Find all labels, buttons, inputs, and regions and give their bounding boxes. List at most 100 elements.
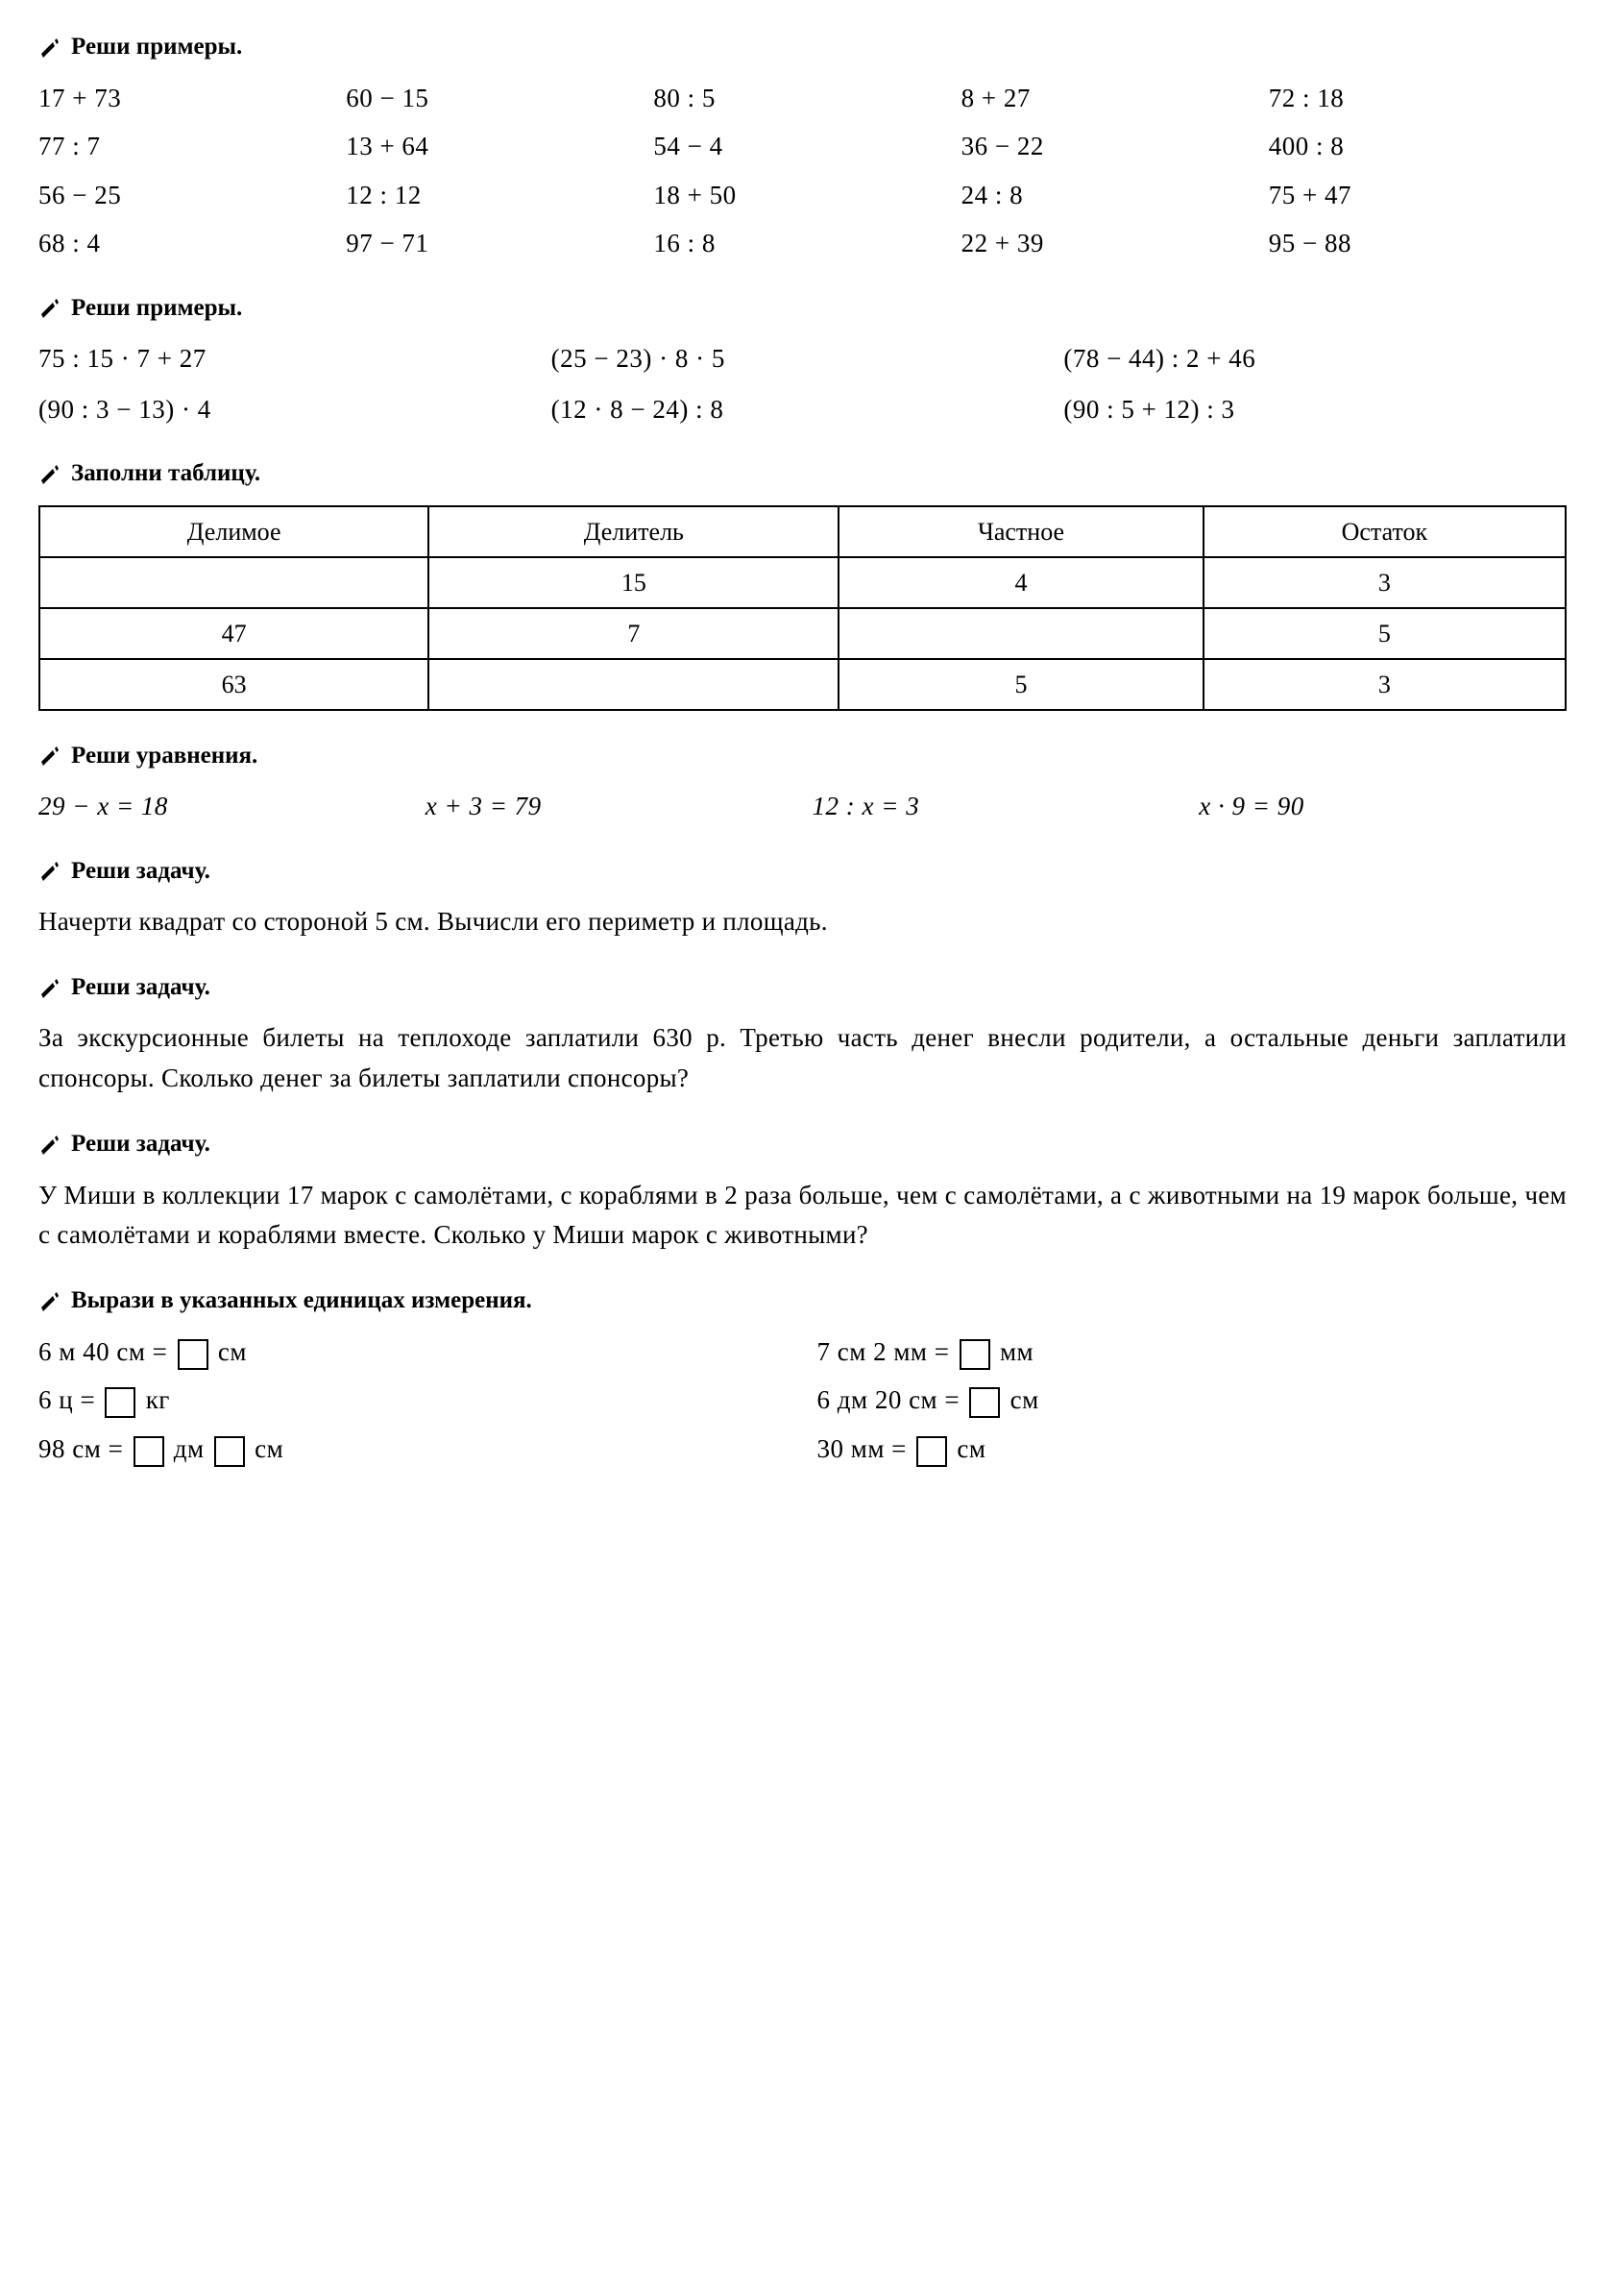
table-cell (39, 557, 428, 608)
heading-units: Вырази в указанных единицах измерения. (38, 1282, 1567, 1319)
unit-suffix: мм (993, 1337, 1034, 1366)
section-task-3: Реши задачу. У Миши в коллекции 17 марок… (38, 1126, 1567, 1256)
expr: (90 : 5 + 12) : 3 (1063, 390, 1567, 429)
table-cell: 63 (39, 659, 428, 710)
answer-box (916, 1436, 947, 1467)
expr: 400 : 8 (1269, 127, 1567, 166)
pencil-icon (38, 36, 61, 59)
table-row: 63 5 3 (39, 659, 1566, 710)
pencil-icon (38, 1133, 61, 1156)
expr: 8 + 27 (961, 79, 1259, 118)
table-cell: 5 (839, 659, 1203, 710)
unit-suffix: кг (138, 1385, 169, 1414)
unit-item: 6 дм 20 см = см (817, 1380, 1568, 1420)
heading-text: Реши задачу. (71, 1126, 210, 1162)
examples-grid-1: 17 + 73 60 − 15 80 : 5 8 + 27 72 : 18 77… (38, 79, 1567, 263)
expr: 97 − 71 (346, 224, 644, 263)
table-cell: 4 (839, 557, 1203, 608)
table-cell: 3 (1204, 557, 1566, 608)
heading-text: Заполни таблицу. (71, 455, 260, 492)
expr: 72 : 18 (1269, 79, 1567, 118)
expr: 16 : 8 (653, 224, 951, 263)
expr: 54 − 4 (653, 127, 951, 166)
unit-prefix: 6 ц = (38, 1385, 102, 1414)
section-units: Вырази в указанных единицах измерения. 6… (38, 1282, 1567, 1468)
heading-examples-2: Реши примеры. (38, 290, 1567, 327)
expr: 80 : 5 (653, 79, 951, 118)
table-cell: 7 (428, 608, 839, 659)
expr: 56 − 25 (38, 176, 336, 215)
task-text-3: У Миши в коллекции 17 марок с самолётами… (38, 1176, 1567, 1257)
table-cell (839, 608, 1203, 659)
expr: 75 + 47 (1269, 176, 1567, 215)
expr: 36 − 22 (961, 127, 1259, 166)
unit-item: 98 см = дм см (38, 1429, 789, 1469)
expr: 24 : 8 (961, 176, 1259, 215)
heading-task-3: Реши задачу. (38, 1126, 1567, 1162)
unit-item: 30 мм = см (817, 1429, 1568, 1469)
units-grid: 6 м 40 см = см 7 см 2 мм = мм 6 ц = кг 6… (38, 1332, 1567, 1469)
pencil-icon (38, 859, 61, 882)
table-header: Остаток (1204, 506, 1566, 557)
table-header: Делитель (428, 506, 839, 557)
expr: 60 − 15 (346, 79, 644, 118)
equation: 29 − x = 18 (38, 787, 406, 826)
answer-box (178, 1339, 208, 1370)
unit-suffix: см (950, 1434, 985, 1463)
unit-mid: дм (167, 1434, 211, 1463)
table-header: Частное (839, 506, 1203, 557)
expr: 18 + 50 (653, 176, 951, 215)
equation: x + 3 = 79 (426, 787, 793, 826)
heading-text: Реши задачу. (71, 969, 210, 1006)
expr: (25 − 23) · 8 · 5 (551, 339, 1055, 379)
section-equations: Реши уравнения. 29 − x = 18 x + 3 = 79 1… (38, 738, 1567, 826)
pencil-icon (38, 744, 61, 767)
table-header-row: Делимое Делитель Частное Остаток (39, 506, 1566, 557)
table-cell: 3 (1204, 659, 1566, 710)
section-examples-1: Реши примеры. 17 + 73 60 − 15 80 : 5 8 +… (38, 29, 1567, 263)
unit-prefix: 7 см 2 мм = (817, 1337, 957, 1366)
answer-box (105, 1387, 135, 1418)
pencil-icon (38, 296, 61, 319)
heading-equations: Реши уравнения. (38, 738, 1567, 774)
answer-box (969, 1387, 1000, 1418)
expr: 68 : 4 (38, 224, 336, 263)
expr: 22 + 39 (961, 224, 1259, 263)
pencil-icon (38, 1289, 61, 1312)
heading-table: Заполни таблицу. (38, 455, 1567, 492)
task-text-1: Начерти квадрат со стороной 5 см. Вычисл… (38, 902, 1567, 942)
heading-examples-1: Реши примеры. (38, 29, 1567, 65)
heading-text: Реши примеры. (71, 29, 242, 65)
expr: (12 · 8 − 24) : 8 (551, 390, 1055, 429)
unit-item: 6 м 40 см = см (38, 1332, 789, 1372)
unit-suffix: см (1003, 1385, 1038, 1414)
unit-item: 6 ц = кг (38, 1380, 789, 1420)
expr: (78 − 44) : 2 + 46 (1063, 339, 1567, 379)
expr: 13 + 64 (346, 127, 644, 166)
table-cell: 15 (428, 557, 839, 608)
task-text-2: За экскурсионные билеты на теплоходе зап… (38, 1018, 1567, 1099)
division-table: Делимое Делитель Частное Остаток 15 4 3 … (38, 505, 1567, 711)
table-cell: 5 (1204, 608, 1566, 659)
table-cell: 47 (39, 608, 428, 659)
heading-text: Реши уравнения. (71, 738, 257, 774)
equation: 12 : x = 3 (813, 787, 1180, 826)
unit-suffix: см (211, 1337, 247, 1366)
equation: x · 9 = 90 (1199, 787, 1567, 826)
heading-text: Реши примеры. (71, 290, 242, 327)
examples-grid-2: 75 : 15 · 7 + 27 (25 − 23) · 8 · 5 (78 −… (38, 339, 1567, 428)
unit-item: 7 см 2 мм = мм (817, 1332, 1568, 1372)
section-table: Заполни таблицу. Делимое Делитель Частно… (38, 455, 1567, 711)
table-header: Делимое (39, 506, 428, 557)
expr: (90 : 3 − 13) · 4 (38, 390, 542, 429)
expr: 75 : 15 · 7 + 27 (38, 339, 542, 379)
unit-prefix: 6 м 40 см = (38, 1337, 175, 1366)
expr: 95 − 88 (1269, 224, 1567, 263)
unit-suffix: см (248, 1434, 283, 1463)
heading-text: Вырази в указанных единицах измерения. (71, 1282, 532, 1319)
unit-prefix: 30 мм = (817, 1434, 914, 1463)
unit-prefix: 6 дм 20 см = (817, 1385, 967, 1414)
answer-box (214, 1436, 245, 1467)
equations-grid: 29 − x = 18 x + 3 = 79 12 : x = 3 x · 9 … (38, 787, 1567, 826)
heading-task-2: Реши задачу. (38, 969, 1567, 1006)
